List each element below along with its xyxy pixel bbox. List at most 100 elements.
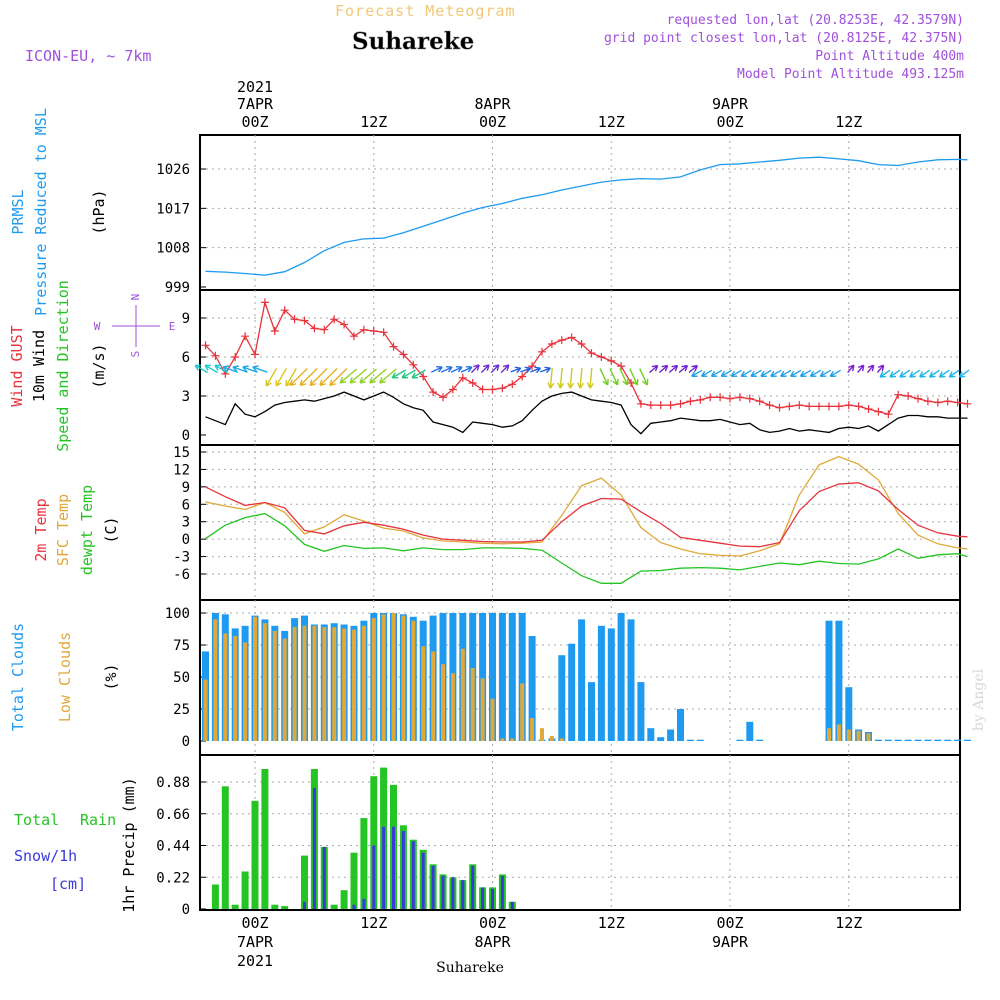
low-cloud-bar [391,613,396,741]
wind-gust-line-marker [557,336,566,345]
wind-arrow [938,369,950,378]
snow-bar [481,887,485,909]
dewpt-temp-line [205,512,968,584]
low-cloud-bar [856,730,861,741]
wind-gust-line-marker [419,372,428,381]
wind-arrow [760,369,772,377]
wind-arrow [847,364,855,373]
rain-bar [231,904,239,909]
wind-gust-line-marker [755,397,764,406]
low-cloud-bar [470,668,475,741]
prmsl-line [205,156,968,276]
wind-arrow [265,368,278,387]
wind-arrow [222,365,238,373]
precip-snow-label: Snow/1h [14,847,77,865]
wind-arrow [204,364,218,374]
wind-gust-line-marker [914,394,923,403]
wind-arrow [819,369,832,377]
low-cloud-bar [282,638,287,741]
temp-2m-label: 2m Temp [32,498,50,561]
wind-gust-line-marker [874,407,883,416]
low-cloud-bar [460,648,465,741]
wind-arrow [339,368,358,384]
total-cloud-bar [489,613,496,741]
snow-bar [352,904,356,909]
wind-arrow [214,364,228,374]
wind-gust-line-marker [399,350,408,359]
low-cloud-bar [292,627,297,741]
rain-bar [241,871,249,909]
bottom-time-label: 12Z [598,914,625,932]
total-cloud-bar [884,739,892,741]
wind-arrow [649,364,659,374]
wind-arrow [829,369,841,377]
wind-frame [199,289,961,446]
wind-arrow [629,368,639,386]
requested-coords: requested lon,lat (20.8253E, 42.3579N) [667,13,964,28]
wind-arrow [799,369,812,377]
wind-arrow [710,369,723,377]
top-time-label: 9APR [712,95,749,113]
clouds-ytick-label: 0 [182,734,190,750]
total-cloud-bar [607,628,615,741]
wind-arrow [379,368,397,384]
total-cloud-bar [498,613,506,741]
snow-bar [362,898,366,909]
rain-bar [271,904,279,909]
wind-gust-line-marker [340,320,349,329]
low-cloud-bar [322,627,327,741]
wind-arrow [889,369,901,378]
bottom-time-label: 00Z [479,914,506,932]
wind-gust-line-marker [706,393,715,402]
snow-bar [471,865,475,909]
wind-gust-line-marker [528,362,537,371]
precip-ytick-label: 0.88 [156,775,190,791]
clouds-ytick-label: 25 [173,702,190,718]
rain-bar [211,884,219,909]
compass-rose: N S W E [94,294,176,358]
wind-arrow [790,369,802,377]
clouds-ytick-label: 75 [173,638,190,654]
rain-bar [360,818,368,909]
wind-gust-line-marker [468,379,477,387]
wind-gust-line-marker [854,402,863,411]
total-cloud-bar [756,739,764,741]
wind-gust-line-marker [765,401,774,410]
snow-bar [303,901,306,909]
temp-ytick-label: -6 [173,567,190,583]
low-cloud-bar [381,614,386,741]
snow-bar [510,901,514,909]
wind-arrow [668,364,679,374]
wind-gust-line-marker [587,349,596,358]
compass-south: S [129,351,142,358]
wind-gust-line-marker [923,397,932,406]
total-cloud-bar [696,739,704,741]
total-cloud-bar [479,613,487,741]
wind-gust-line-marker [201,341,210,350]
bottom-time-label: 12Z [835,914,862,932]
wind-arrow [391,369,407,379]
total-cloud-bar [894,739,902,741]
wind-gust-line-marker [488,385,497,394]
wind-arrow [619,368,629,386]
bottom-time-label: 7APR [237,933,274,951]
wind-arrow [329,368,348,387]
wind-ytick-label: 0 [182,428,190,444]
wind-gust-line-marker [508,380,517,389]
wind-arrow [530,366,542,374]
wind-gust-line-marker [518,372,527,381]
wind-arrow [500,364,510,374]
low-cloud-bar [371,618,376,741]
wind-gust-line-marker [894,390,903,399]
total-cloud-bar [736,739,744,741]
temp-ytick-label: 0 [182,532,190,548]
point-altitude: Point Altitude 400m [815,49,964,64]
wind-gust-line-marker [834,402,843,411]
rain-bar [261,769,269,909]
wind-gust-line-marker [577,340,586,348]
clouds-ytick-label: 100 [165,606,190,622]
low-cloud-bar [559,738,564,741]
temp-sfc-label: SFC Temp [54,494,72,566]
location-title: Suhareke [352,28,474,55]
